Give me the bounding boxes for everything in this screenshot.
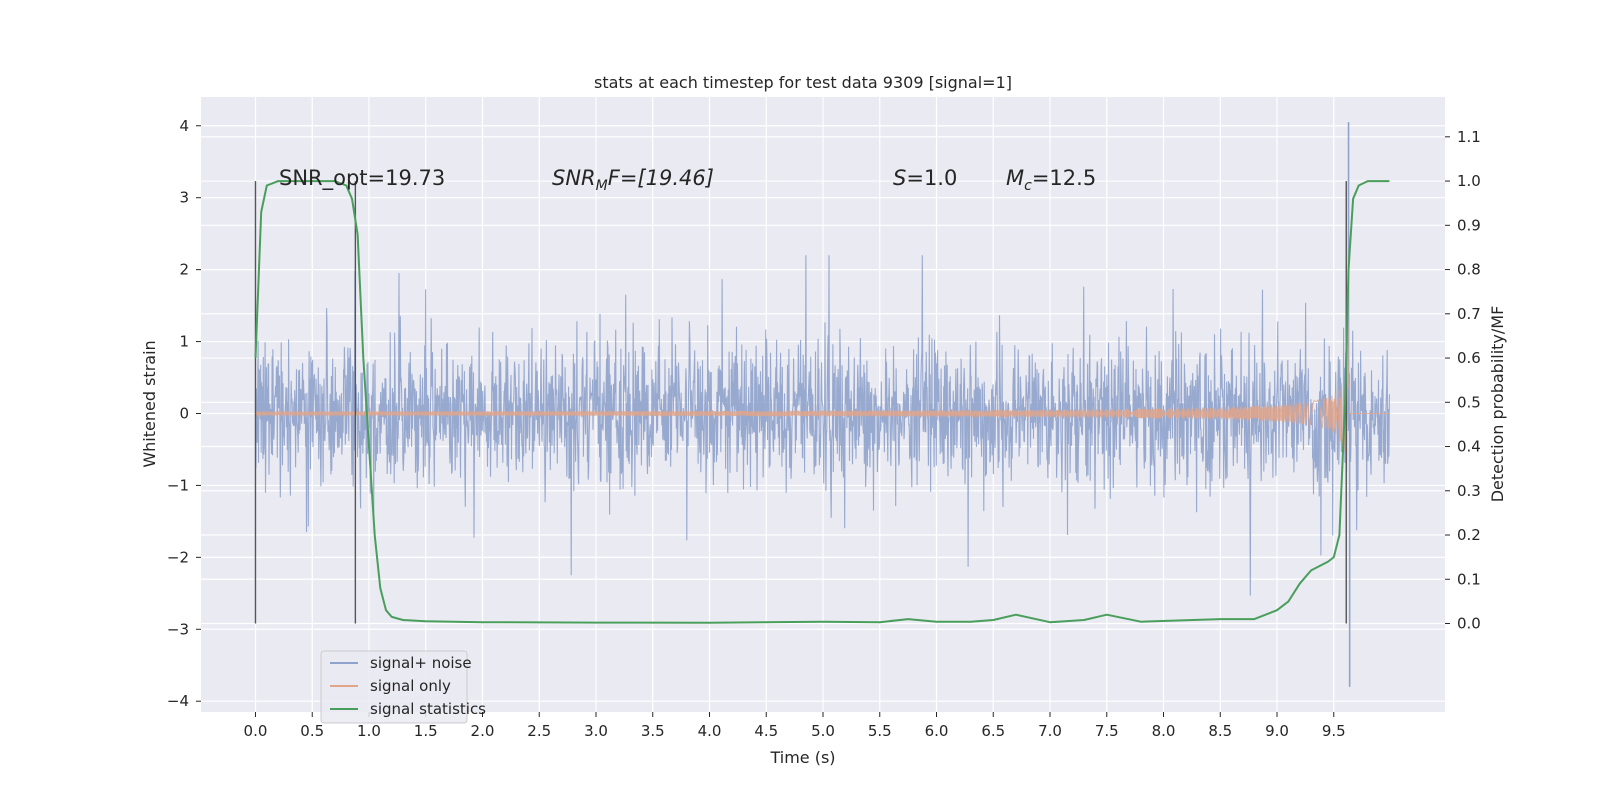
x-tick-label: 0.0 [244,722,268,740]
x-tick-label: 4.0 [698,722,722,740]
y2-tick-label: 0.3 [1457,482,1481,500]
x-axis-ticks: 0.0 0.5 1.0 1.5 2.0 2.5 3.0 3.5 4.0 4.5 5.0 5.5 6.0 6… [244,712,1346,740]
y2-axis-ticks: 1.1 1.0 0.9 0.8 0.7 0.6 0.5 0.4 0.3 0.2 0.1 0.0 [1445,128,1481,633]
x-axis-label: Time (s) [769,748,835,767]
legend-box [320,650,468,724]
y-axis-label: Whitened strain [140,340,159,467]
legend-label-signal-only: signal only [370,677,451,695]
x-tick-label: 7.5 [1095,722,1119,740]
x-tick-label: 7.0 [1038,722,1062,740]
signal-plus-noise-line [254,255,1390,596]
y-tick-label: −3 [167,620,189,638]
vertical-markers [254,181,1347,624]
annotation-mc-symbol: M [1006,166,1024,190]
x-tick-label: 6.5 [981,722,1005,740]
x-tick-label: 8.0 [1152,722,1176,740]
y-tick-label: 4 [179,117,189,135]
annotation-snr-mf-subscript: M [596,178,608,194]
x-tick-label: 5.0 [811,722,835,740]
x-tick-label: 1.5 [414,722,438,740]
y-axis-ticks: 4 3 2 1 0 −1 −2 −3 −4 [167,117,201,710]
x-tick-label: 6.0 [925,722,949,740]
annotation-mc-value: =12.5 [1032,166,1096,190]
x-tick-label: 3.5 [641,722,665,740]
series-signal-only [255,309,1390,457]
y2-tick-label: 0.9 [1457,216,1481,234]
y-tick-label: 1 [179,333,189,351]
annotation-s: S=1.0 [893,166,957,190]
y-tick-label: −4 [167,692,189,710]
y2-tick-label: 0.7 [1457,305,1481,323]
series-signal-statistics [254,180,1390,624]
x-tick-label: 3.0 [584,722,608,740]
y2-tick-label: 0.0 [1457,615,1481,633]
y2-axis-label: Detection probability/MF [1488,306,1507,503]
x-tick-label: 9.0 [1265,722,1289,740]
y2-tick-label: 0.4 [1457,438,1481,456]
y2-tick-label: 0.5 [1457,393,1481,411]
signal-statistics-line [254,180,1390,624]
annotation-s-symbol: S [893,166,906,190]
x-tick-label: 2.5 [527,722,551,740]
y-tick-label: 3 [179,189,189,207]
x-tick-label: 9.5 [1322,722,1346,740]
y2-tick-label: 1.0 [1457,172,1481,190]
x-tick-label: 8.5 [1208,722,1232,740]
annotation-snr-mf-symbol: SNR [552,166,596,190]
chart-title: stats at each timestep for test data 930… [594,73,1012,92]
legend-label-signal-statistics: signal statistics [370,700,486,718]
y-tick-label: 2 [179,261,189,279]
legend-label-signal-plus-noise: signal+ noise [370,654,472,672]
x-tick-label: 5.5 [868,722,892,740]
x-tick-label: 0.5 [300,722,324,740]
annotation-snr-opt: SNR_opt=19.73 [279,166,445,191]
y-tick-label: −1 [167,476,189,494]
x-tick-label: 1.0 [357,722,381,740]
y-tick-label: −2 [167,548,189,566]
y2-tick-label: 0.6 [1457,349,1481,367]
legend: signal+ noise signal only signal statist… [320,650,486,724]
y2-tick-label: 0.8 [1457,261,1481,279]
annotation-s-value: =1.0 [906,166,957,190]
annotation-snr-mf: SNRMF=[19.46] [552,166,714,194]
x-tick-label: 2.0 [471,722,495,740]
signal-only-line [255,309,1390,457]
y2-tick-label: 0.2 [1457,526,1481,544]
annotation-mc: Mc=12.5 [1006,166,1096,194]
y2-tick-label: 1.1 [1457,128,1481,146]
y-tick-label: 0 [179,404,189,422]
annotation-snr-mf-value: F=[19.46] [608,166,714,190]
annotation-mc-subscript: c [1024,178,1032,194]
x-tick-label: 4.5 [754,722,778,740]
y2-tick-label: 0.1 [1457,570,1481,588]
